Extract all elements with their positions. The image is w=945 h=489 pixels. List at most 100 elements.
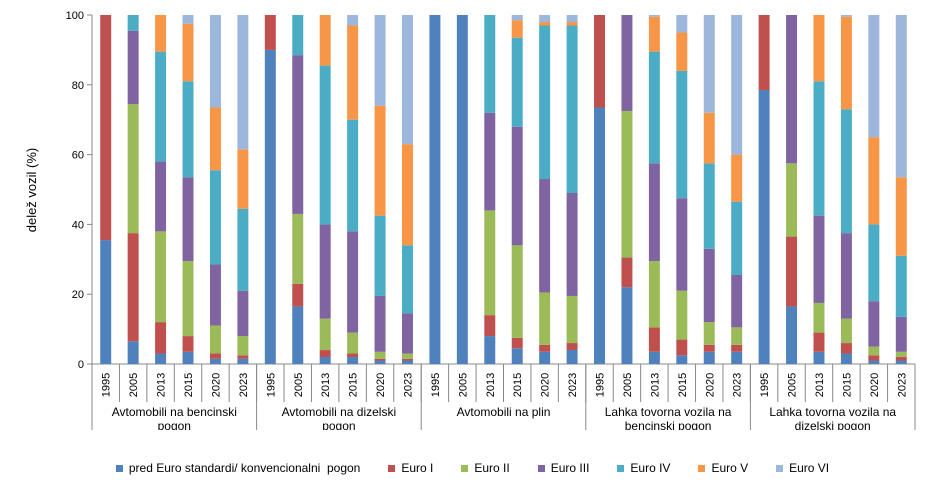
group-label: Avtomobili na dizelski xyxy=(282,405,397,419)
bar-segment xyxy=(840,16,852,110)
bar-segment xyxy=(374,15,386,106)
x-tick-label: 2015 xyxy=(348,373,360,397)
bar-segment xyxy=(127,15,139,31)
bar-segment xyxy=(621,110,633,258)
legend-label: Euro I xyxy=(401,461,434,475)
bar-segment xyxy=(182,81,194,178)
bar-segment xyxy=(895,15,907,178)
bar-segment xyxy=(456,15,468,364)
x-tick-label: 2023 xyxy=(402,373,414,397)
bar-segment xyxy=(155,322,167,354)
bar-segment xyxy=(895,360,907,364)
bar-segment xyxy=(100,15,112,241)
bar-segment xyxy=(484,112,496,211)
bar-segment xyxy=(676,15,688,33)
y-tick-label: 20 xyxy=(72,289,84,301)
bar-segment xyxy=(374,215,386,296)
group-label: Lahka tovorna vozila na xyxy=(769,405,896,419)
bar-segment xyxy=(648,327,660,352)
bar-segment xyxy=(237,15,249,150)
bar-segment xyxy=(731,201,743,276)
legend-swatch xyxy=(115,464,123,472)
legend-item: Euro VI xyxy=(776,461,829,475)
bar-segment xyxy=(703,322,715,345)
bar-segment xyxy=(374,351,386,359)
bar-segment xyxy=(539,351,551,364)
bar-segment xyxy=(813,351,825,364)
bar-segment xyxy=(484,315,496,337)
bar-segment xyxy=(237,358,249,364)
bar-segment xyxy=(237,290,249,337)
x-tick-label: 2020 xyxy=(540,373,552,397)
bar-segment xyxy=(703,344,715,352)
legend-swatch xyxy=(461,464,469,472)
bar-segment xyxy=(511,37,523,127)
x-tick-label: 1995 xyxy=(759,373,771,397)
bar-segment xyxy=(264,15,276,50)
bar-segment xyxy=(374,105,386,216)
bar-segment xyxy=(182,15,194,24)
bar-segment xyxy=(292,15,304,56)
bar-segment xyxy=(731,275,743,328)
x-tick-label: 2005 xyxy=(293,373,305,397)
bar-segment xyxy=(127,30,139,104)
bar-segment xyxy=(813,215,825,303)
x-tick-label: 2023 xyxy=(238,373,250,397)
legend-label: Euro III xyxy=(550,461,590,475)
bar-segment xyxy=(319,15,331,66)
bar-segment xyxy=(813,81,825,216)
bar-segment xyxy=(319,357,331,364)
bar-segment xyxy=(539,25,551,180)
bar-segment xyxy=(840,353,852,364)
bar-segment xyxy=(786,15,798,164)
legend-label: Euro II xyxy=(474,461,510,475)
legend-label: Euro VI xyxy=(789,461,830,475)
bar-segment xyxy=(539,179,551,293)
bar-segment xyxy=(868,360,880,364)
bar-segment xyxy=(813,15,825,82)
legend-swatch xyxy=(698,464,706,472)
bar-segment xyxy=(209,358,221,364)
bar-segment xyxy=(566,15,578,22)
bar-segment xyxy=(347,332,359,354)
bar-segment xyxy=(264,49,276,365)
x-tick-label: 1995 xyxy=(430,373,442,397)
bar-segment xyxy=(840,15,852,17)
bar-segment xyxy=(676,355,688,364)
bar-segment xyxy=(292,306,304,364)
bar-segment xyxy=(347,25,359,120)
x-tick-label: 2023 xyxy=(567,373,579,397)
bar-segment xyxy=(868,301,880,347)
x-tick-label: 2005 xyxy=(787,373,799,397)
bar-segment xyxy=(155,231,167,323)
bar-segment xyxy=(566,192,578,296)
bar-segment xyxy=(895,351,907,358)
legend-label: Euro IV xyxy=(630,461,671,475)
bar-segment xyxy=(155,353,167,364)
bar-segment xyxy=(100,240,112,364)
legend-item: Euro II xyxy=(461,461,510,475)
legend-item: Euro V xyxy=(698,461,748,475)
bar-segment xyxy=(731,15,743,155)
bar-segment xyxy=(758,15,770,91)
y-tick-label: 60 xyxy=(72,150,84,162)
x-tick-label: 2005 xyxy=(622,373,634,397)
legend-label: Euro V xyxy=(711,461,749,475)
bar-segment xyxy=(484,15,496,113)
group-label: Avtomobili na bencinski xyxy=(112,405,237,419)
group-label: bencinski pogon xyxy=(625,419,712,430)
bar-segment xyxy=(292,213,304,284)
bar-segment xyxy=(786,163,798,237)
bar-segment xyxy=(648,15,660,17)
bar-segment xyxy=(155,161,167,232)
bar-segment xyxy=(868,137,880,225)
bar-segment xyxy=(237,336,249,356)
bar-segment xyxy=(401,144,413,246)
bar-segment xyxy=(648,261,660,328)
bar-segment xyxy=(786,306,798,364)
bar-segment xyxy=(895,177,907,256)
bar-segment xyxy=(155,51,167,162)
bar-segment xyxy=(127,341,139,364)
bar-segment xyxy=(511,337,523,349)
legend-swatch xyxy=(388,464,396,472)
